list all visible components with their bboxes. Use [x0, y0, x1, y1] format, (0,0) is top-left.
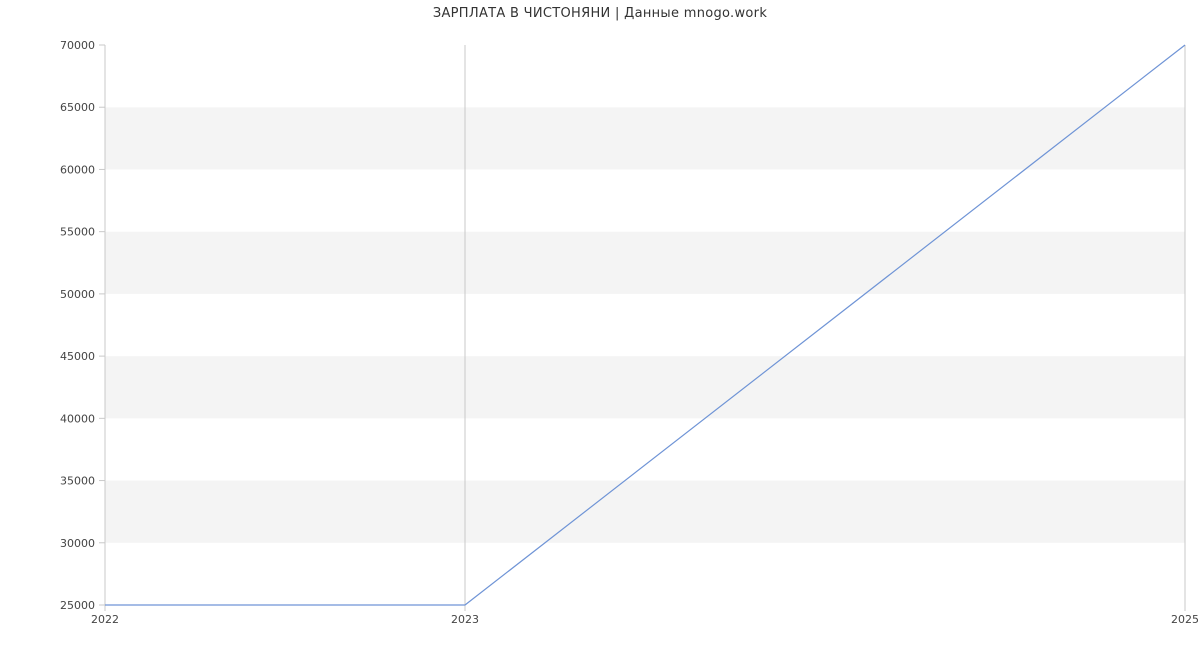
- x-tick-label: 2023: [451, 613, 479, 626]
- grid-band: [105, 481, 1185, 543]
- y-tick-label: 55000: [60, 226, 95, 239]
- y-tick-label: 50000: [60, 288, 95, 301]
- x-tick-label: 2025: [1171, 613, 1199, 626]
- y-tick-label: 70000: [60, 39, 95, 52]
- y-tick-label: 45000: [60, 350, 95, 363]
- grid-band: [105, 45, 1185, 107]
- salary-chart: ЗАРПЛАТА В ЧИСТОНЯНИ | Данные mnogo.work…: [0, 0, 1200, 650]
- y-tick-label: 25000: [60, 599, 95, 612]
- grid-band: [105, 294, 1185, 356]
- grid-band: [105, 543, 1185, 605]
- grid-band: [105, 232, 1185, 294]
- y-tick-label: 30000: [60, 537, 95, 550]
- y-tick-label: 35000: [60, 475, 95, 488]
- y-tick-label: 40000: [60, 412, 95, 425]
- grid-band: [105, 356, 1185, 418]
- x-tick-label: 2022: [91, 613, 119, 626]
- chart-canvas: 25000 30000 35000 40000 45000 50000 55000 60000…: [0, 0, 1200, 650]
- grid-band: [105, 107, 1185, 169]
- y-tick-label: 60000: [60, 163, 95, 176]
- y-tick-label: 65000: [60, 101, 95, 114]
- grid-band: [105, 418, 1185, 480]
- grid-band: [105, 169, 1185, 231]
